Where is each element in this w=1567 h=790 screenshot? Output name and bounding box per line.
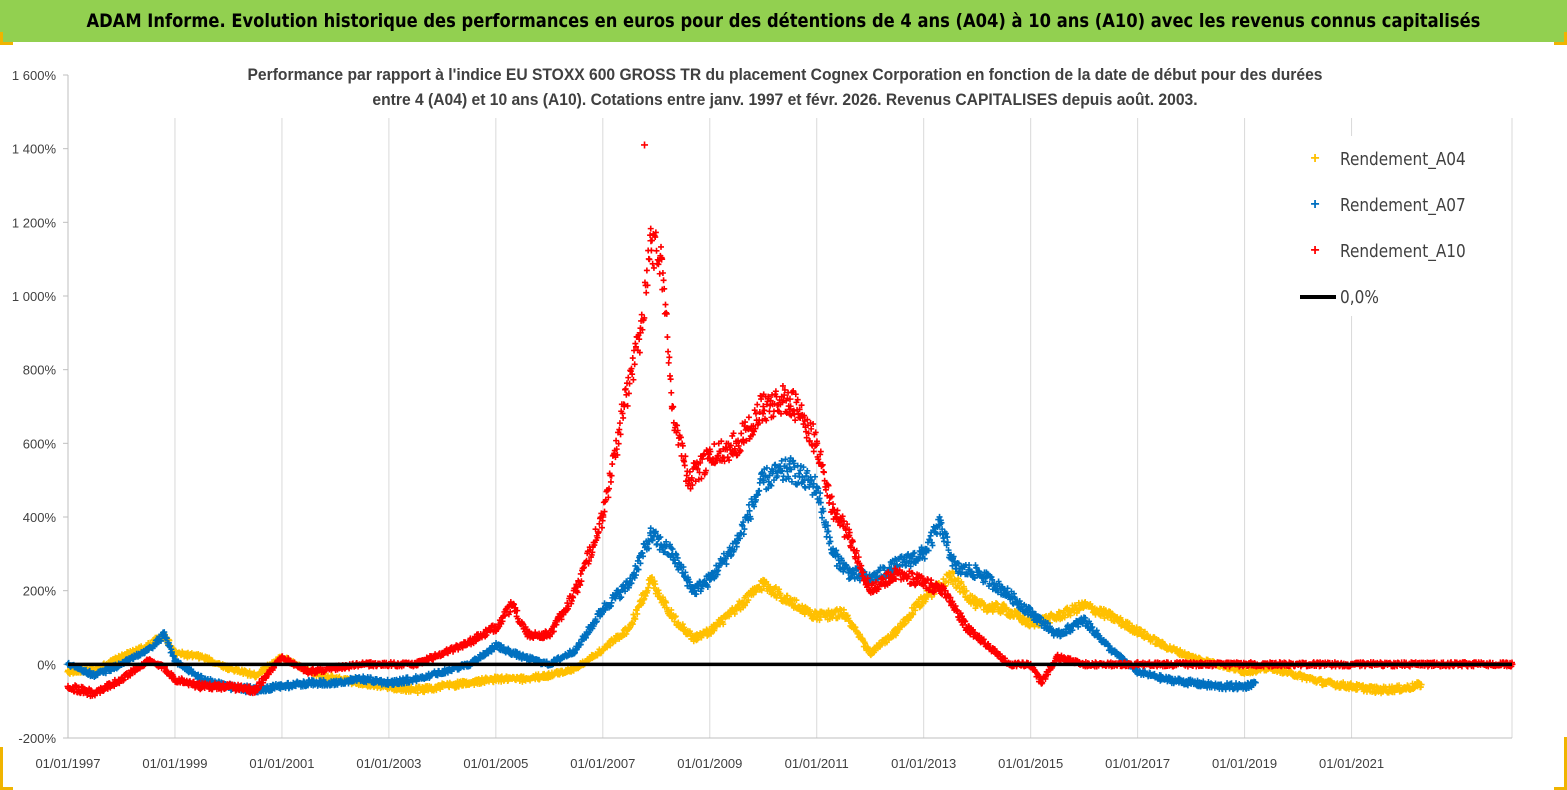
scatter-mark-a04 (760, 583, 767, 590)
y-tick-label: 600% (23, 436, 57, 451)
x-tick-label: 01/01/2001 (249, 756, 314, 771)
y-tick-label: 0% (37, 657, 56, 672)
scatter-mark-a04 (632, 616, 639, 623)
axis-layer: 01/01/1997 01/01/1999 01/01/2001 01/01/2003… (12, 68, 1512, 771)
banner-title: ADAM Informe. Evolution historique des p… (86, 10, 1481, 32)
x-tick-label: 01/01/2019 (1212, 756, 1277, 771)
frame-corner-bottom-left (0, 747, 13, 790)
x-tick-label: 01/01/2011 (785, 756, 849, 771)
y-tick-label: 200% (23, 584, 57, 599)
scatter-mark-a04 (720, 621, 727, 628)
scatter-mark-a04 (634, 610, 641, 617)
x-tick-label: 01/01/2013 (891, 756, 956, 771)
y-tick-label: 800% (23, 363, 57, 378)
scatter-mark-a04 (659, 594, 666, 601)
scatter-mark-a10 (577, 570, 584, 577)
x-tick-label: 01/01/2017 (1105, 756, 1170, 771)
scatter-mark-a04 (745, 597, 752, 604)
scatter-mark-a07 (825, 528, 832, 535)
scatter-mark-a07 (944, 539, 951, 546)
x-tick-label: 01/01/1999 (142, 756, 207, 771)
x-tick-label: 01/01/2005 (463, 756, 528, 771)
x-tick-label: 01/01/2021 (1319, 756, 1384, 771)
x-tick-label: 01/01/2003 (356, 756, 421, 771)
scatter-mark-a04 (711, 627, 718, 634)
scatter-mark-a04 (652, 581, 659, 588)
scatter-mark-a04 (708, 630, 715, 637)
scatter-mark-a04 (649, 574, 656, 581)
scatter-mark-a04 (629, 621, 636, 628)
y-tick-label: 1 000% (12, 289, 57, 304)
frame-corner-top-right (1554, 32, 1567, 45)
scatter-mark-a04 (663, 599, 670, 606)
scatter-mark-a04 (645, 584, 652, 591)
y-tick-label: 400% (23, 510, 57, 525)
frame-corner-top-left (0, 32, 13, 45)
y-tick-label: 1 600% (12, 68, 57, 83)
header-banner: ADAM Informe. Evolution historique des p… (0, 0, 1567, 42)
scatter-mark-a04 (612, 638, 619, 645)
scatter-mark-a04 (639, 600, 646, 607)
x-tick-label: 01/01/1997 (35, 756, 100, 771)
frame-corner-bottom-right (1554, 737, 1567, 790)
x-tick-label: 01/01/2015 (998, 756, 1063, 771)
scatter-mark-a07 (802, 484, 809, 491)
x-tick-label: 01/01/2009 (677, 756, 742, 771)
scatter-mark-a04 (731, 610, 738, 617)
scatter-mark-a04 (758, 587, 765, 594)
y-tick-label: 1 400% (12, 142, 57, 157)
scatter-mark-a04 (672, 613, 679, 620)
scatter-mark-a04 (742, 602, 749, 609)
scatter-mark-a04 (668, 606, 675, 613)
scatter-mark-a04 (679, 621, 686, 628)
y-tick-label: -200% (18, 731, 56, 746)
y-tick-label: 1 200% (12, 215, 57, 230)
x-tick-label: 01/01/2007 (570, 756, 635, 771)
